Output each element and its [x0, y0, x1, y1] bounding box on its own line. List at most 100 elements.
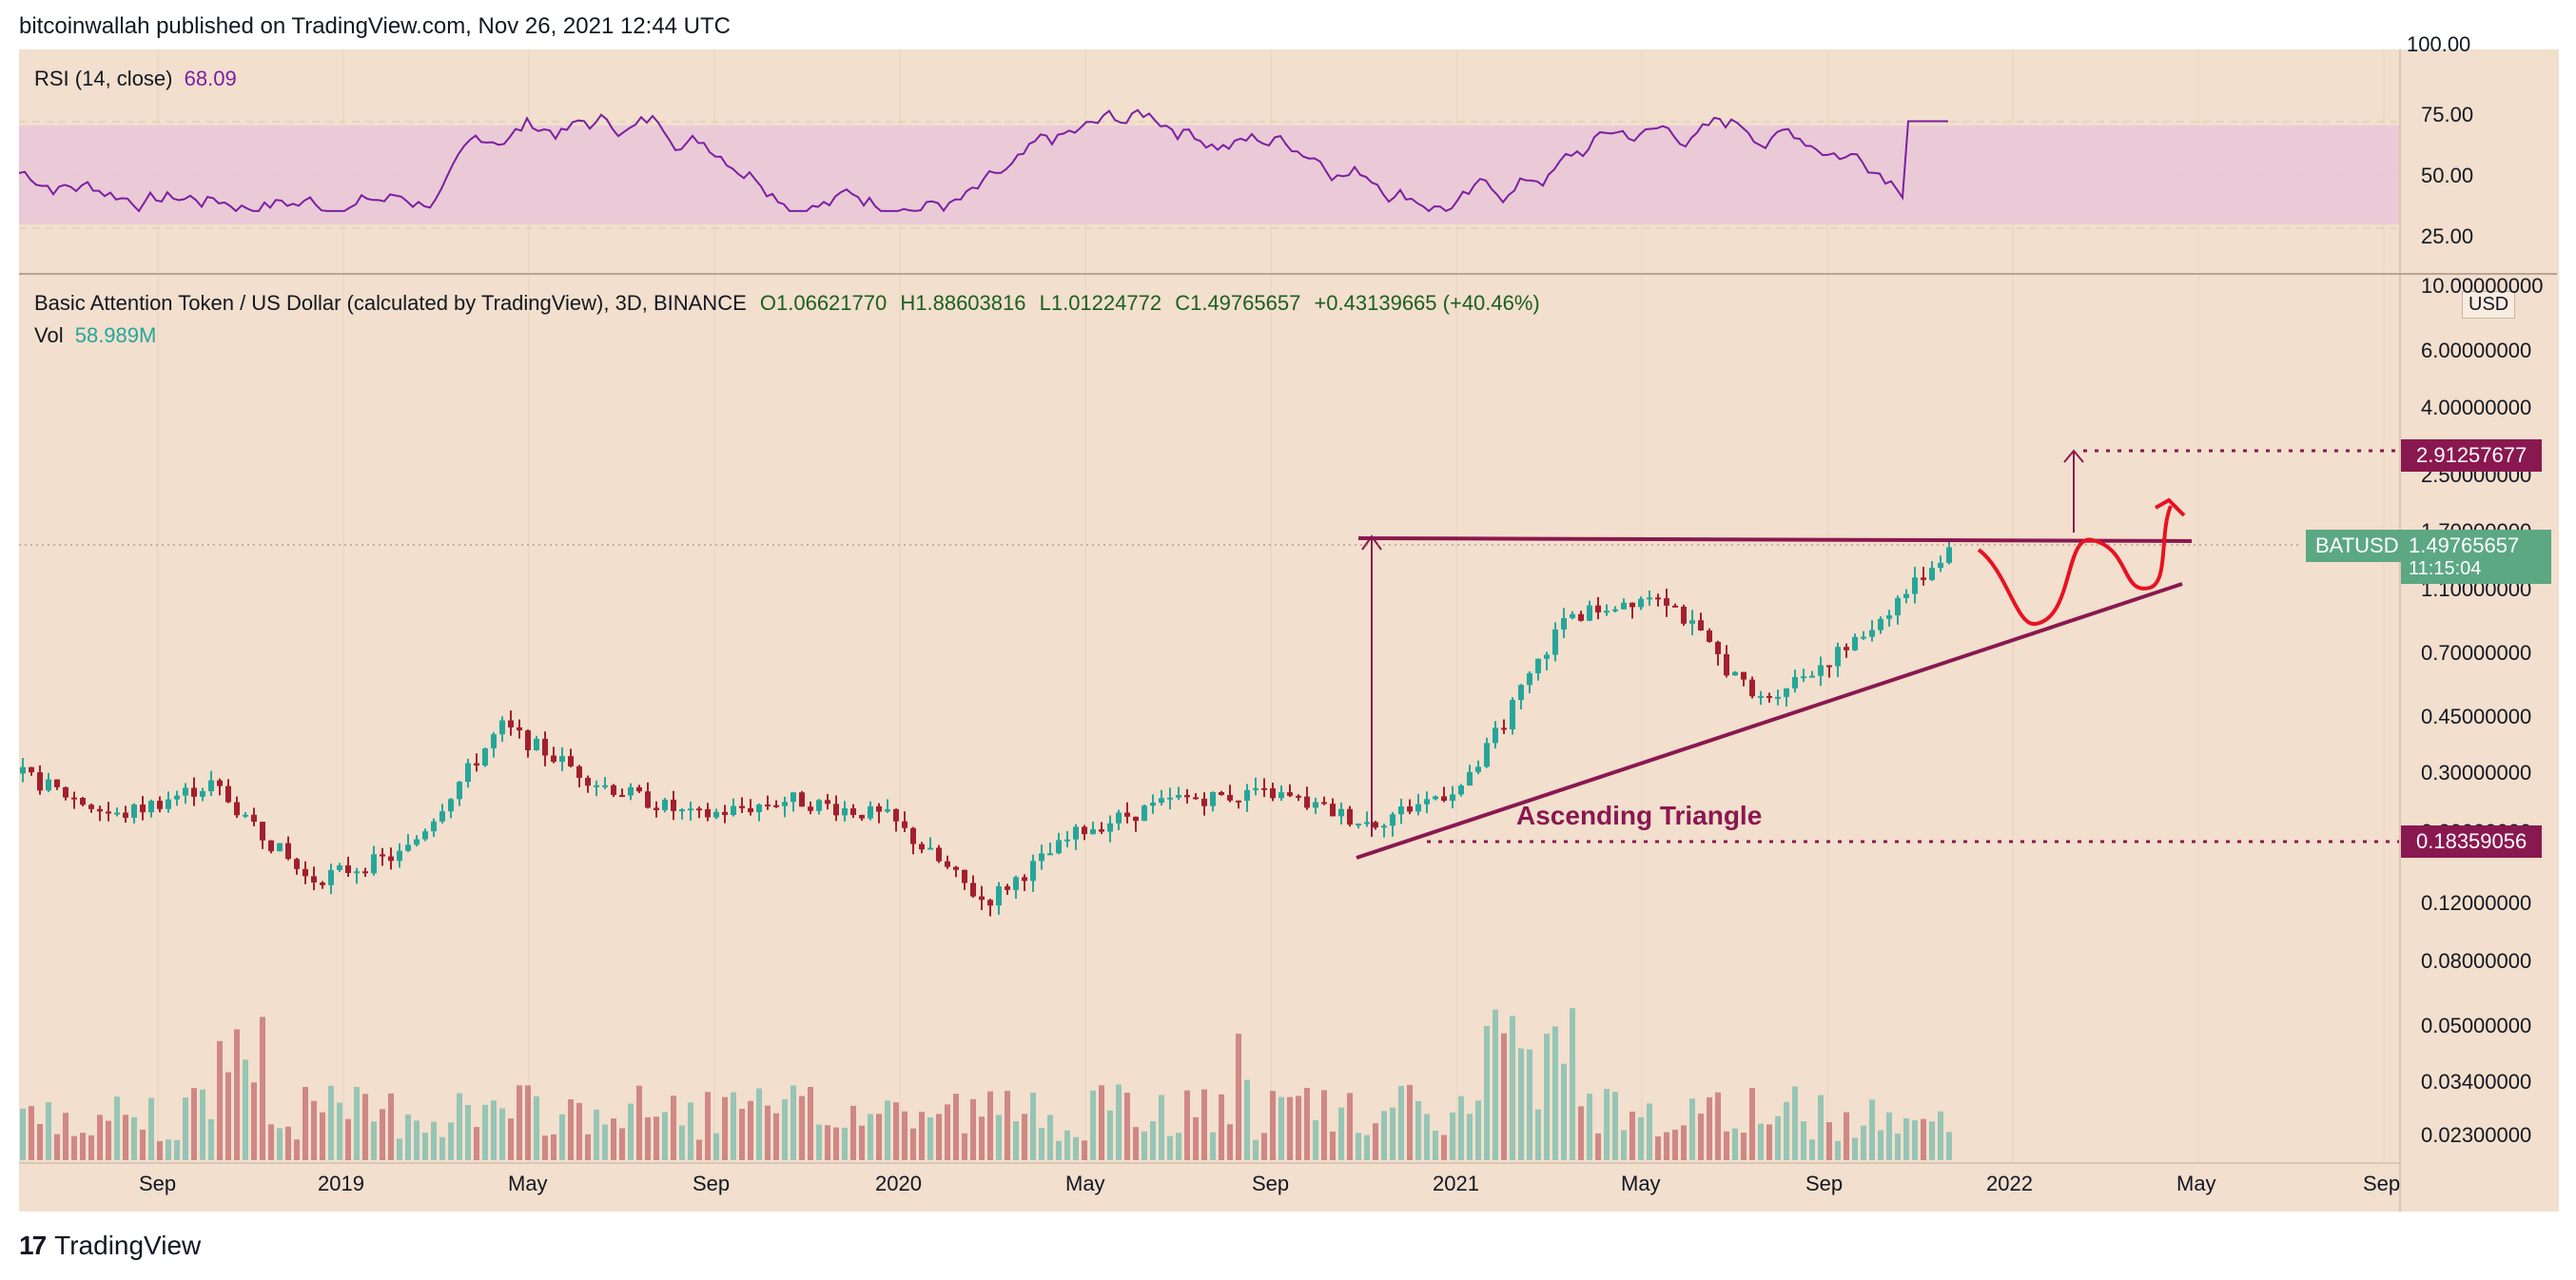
volume-bar: [1844, 1112, 1849, 1160]
volume-bar: [217, 1040, 223, 1160]
volume-bar: [1313, 1120, 1318, 1160]
candle-body: [1903, 593, 1909, 598]
currency-label[interactable]: USD: [2462, 291, 2516, 319]
volume-bar: [80, 1133, 86, 1160]
volume-bar: [1013, 1121, 1019, 1160]
volume-bar: [628, 1103, 634, 1160]
volume-bar: [868, 1114, 873, 1160]
candle-body: [542, 738, 548, 756]
candle-body: [46, 779, 51, 791]
candle-body: [166, 799, 171, 809]
candle-body: [1895, 597, 1901, 616]
candle-body: [739, 805, 745, 808]
volume-bar: [585, 1134, 591, 1160]
volume-bar: [816, 1124, 822, 1160]
candle-body: [277, 843, 283, 852]
chart-area[interactable]: [19, 49, 2399, 1212]
volume-bar: [1450, 1113, 1455, 1160]
price-tick-6: 6.00000000: [2421, 339, 2532, 362]
volume-bar: [311, 1100, 317, 1160]
candle-body: [936, 847, 942, 862]
time-tick-2020: 2020: [875, 1172, 922, 1195]
volume-bar: [1433, 1131, 1438, 1160]
candle-body: [1929, 568, 1935, 580]
volume-bar: [705, 1092, 711, 1160]
volume-bar: [739, 1109, 745, 1160]
volume-bar: [1647, 1103, 1652, 1160]
candle-body: [1030, 861, 1036, 882]
volume-bar: [457, 1093, 462, 1160]
price-axis[interactable]: [2399, 49, 2559, 1212]
volume-bar: [850, 1105, 856, 1160]
footer-brand[interactable]: 17 TradingView: [19, 1231, 201, 1261]
volume-bar: [1758, 1123, 1764, 1160]
volume-bar: [833, 1127, 839, 1160]
volume-bar: [1595, 1133, 1601, 1160]
volume-bar: [1561, 1063, 1567, 1160]
candle-body: [1672, 605, 1678, 608]
volume-bar: [1475, 1100, 1481, 1160]
candle-body: [713, 811, 719, 818]
rsi-value: 68.09: [184, 67, 237, 90]
candle-body: [1330, 804, 1336, 817]
candle-body: [1201, 798, 1207, 806]
ohlc-open: O1.06621770: [759, 291, 888, 315]
volume-legend: Vol 58.989M: [34, 323, 156, 348]
candle-body: [1467, 771, 1473, 786]
volume-bar: [1159, 1095, 1164, 1160]
volume-bar: [568, 1099, 574, 1160]
volume-bar: [1938, 1111, 1943, 1160]
candle-body: [88, 805, 94, 809]
candle-body: [1373, 822, 1378, 828]
volume-bar: [559, 1114, 565, 1160]
volume-bar: [388, 1093, 394, 1160]
candle-body: [97, 808, 103, 812]
volume-bar: [320, 1112, 325, 1160]
volume-bar: [183, 1097, 188, 1160]
candle-body: [902, 821, 907, 828]
volume-bar: [1544, 1033, 1550, 1160]
volume-bar: [1749, 1088, 1755, 1160]
time-axis[interactable]: [19, 1162, 2399, 1213]
volume-bar: [1304, 1087, 1310, 1160]
candle-body: [945, 861, 950, 867]
volume-bar: [919, 1112, 925, 1160]
volume-bar: [1715, 1092, 1721, 1160]
candle-body: [320, 882, 325, 885]
volume-bar: [1775, 1115, 1781, 1160]
resistance-line: [1357, 535, 2193, 543]
volume-bar: [859, 1125, 865, 1160]
candle-body: [782, 802, 788, 806]
volume-bar: [1638, 1116, 1644, 1160]
volume-bar: [1458, 1096, 1464, 1160]
candle-body: [474, 763, 479, 766]
candle-body: [337, 865, 342, 870]
volume-bar: [1921, 1118, 1926, 1160]
candle-body: [962, 869, 967, 883]
volume-bar: [148, 1097, 154, 1160]
volume-bar: [893, 1102, 899, 1160]
candle-body: [1707, 630, 1712, 642]
candle-body: [260, 822, 265, 841]
countdown-timer: 11:15:04: [2409, 558, 2482, 579]
volume-bar: [1270, 1091, 1276, 1160]
volume-bar: [1535, 1109, 1541, 1160]
volume-bar: [482, 1104, 488, 1160]
volume-bar: [1655, 1136, 1661, 1160]
candle-body: [1244, 789, 1250, 801]
volume-bar: [1895, 1134, 1901, 1160]
volume-bar: [328, 1085, 334, 1160]
candle-body: [1938, 562, 1943, 569]
volume-bar: [439, 1136, 445, 1160]
volume-bar: [636, 1085, 642, 1160]
volume-bar: [1064, 1130, 1070, 1160]
price-tick-0-12: 0.12000000: [2421, 891, 2532, 915]
projection-arrow: [2155, 497, 2186, 517]
candle-body: [628, 786, 634, 796]
candle-body: [790, 792, 796, 803]
candle-body: [1595, 605, 1601, 612]
pattern-label[interactable]: Ascending Triangle: [1516, 801, 1763, 830]
volume-bar: [1612, 1092, 1618, 1160]
candle-body: [328, 869, 334, 885]
candle-body: [1356, 824, 1361, 826]
